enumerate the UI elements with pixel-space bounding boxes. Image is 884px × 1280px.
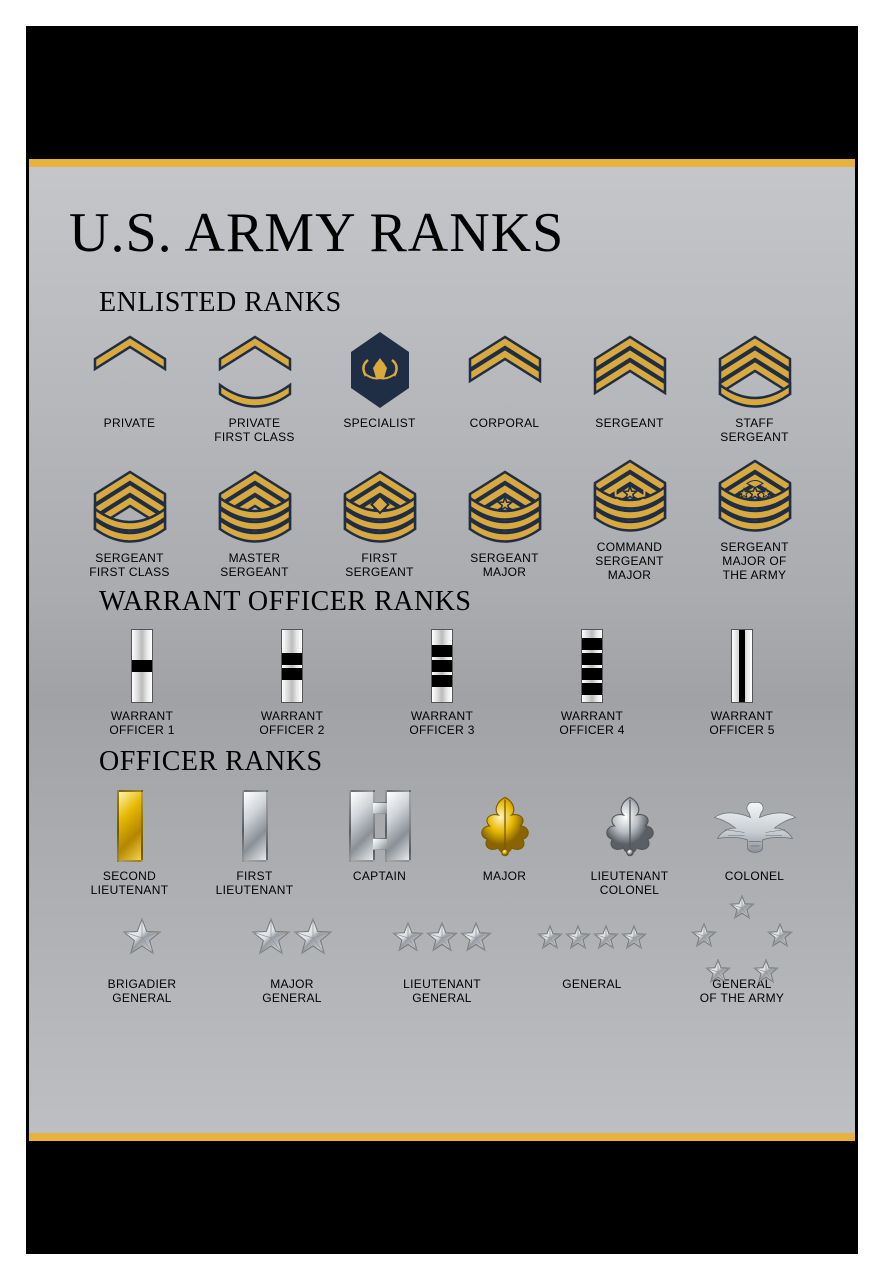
rank-label: MASTER SERGEANT [220, 552, 288, 582]
rank-insignia [537, 902, 647, 974]
section-header-officer: OFFICER RANKS [99, 746, 815, 778]
top-yellow-stripe [29, 159, 855, 167]
rank-cell: SERGEANT MAJOR [444, 451, 565, 582]
rank-label: WARRANT OFFICER 5 [709, 710, 774, 740]
rank-cell: MASTER SERGEANT [194, 451, 315, 582]
rank-cell: WARRANT OFFICER 2 [219, 626, 365, 740]
rank-insignia [122, 902, 162, 974]
rank-cell: CORPORAL [444, 327, 565, 447]
rank-insignia [589, 327, 671, 413]
rank-cell: WARRANT OFFICER 5 [669, 626, 815, 740]
rank-insignia [692, 902, 792, 974]
rank-cell: WARRANT OFFICER 4 [519, 626, 665, 740]
rank-insignia [339, 462, 421, 548]
rank-cell: MAJOR [444, 786, 565, 900]
rank-label: FIRST LIEUTENANT [216, 870, 294, 900]
rank-label: SECOND LIEUTENANT [91, 870, 169, 900]
rank-label: SERGEANT [595, 417, 663, 447]
rank-insignia [472, 786, 538, 866]
rank-label: STAFF SERGEANT [720, 417, 788, 447]
main-panel: U.S. ARMY RANKS ENLISTED RANKS PRIVATEPR… [29, 167, 855, 1133]
rank-label: WARRANT OFFICER 4 [559, 710, 624, 740]
rank-cell: GENERAL [519, 902, 665, 1008]
rank-label: PRIVATE FIRST CLASS [214, 417, 294, 447]
poster-frame: U.S. ARMY RANKS ENLISTED RANKS PRIVATEPR… [0, 0, 884, 1280]
rank-insignia [597, 786, 663, 866]
officer-grid-row2: BRIGADIER GENERAL MAJOR GENERAL LIEUTENA… [69, 902, 815, 1008]
rank-cell: WARRANT OFFICER 1 [69, 626, 215, 740]
rank-label: CAPTAIN [353, 870, 406, 900]
rank-cell: PRIVATE FIRST CLASS [194, 327, 315, 447]
rank-insignia [131, 626, 153, 706]
rank-label: PRIVATE [104, 417, 156, 447]
rank-insignia [464, 327, 546, 413]
rank-label: WARRANT OFFICER 1 [109, 710, 174, 740]
rank-cell: COLONEL [694, 786, 815, 900]
rank-cell: FIRST LIEUTENANT [194, 786, 315, 900]
rank-cell: SERGEANT MAJOR OF THE ARMY [694, 451, 815, 582]
rank-insignia [117, 786, 143, 866]
section-header-enlisted: ENLISTED RANKS [99, 287, 815, 319]
rank-label: SERGEANT MAJOR [470, 552, 538, 582]
rank-insignia [392, 902, 492, 974]
rank-insignia [731, 626, 753, 706]
rank-label: BRIGADIER GENERAL [108, 978, 177, 1008]
warrant-grid: WARRANT OFFICER 1 WARRANT OFFICER 2 WARRAN… [69, 626, 815, 740]
rank-insignia [89, 462, 171, 548]
bottom-yellow-stripe [29, 1133, 855, 1141]
rank-cell: SPECIALIST [319, 327, 440, 447]
rank-cell: BRIGADIER GENERAL [69, 902, 215, 1008]
rank-insignia [714, 451, 796, 537]
rank-label: WARRANT OFFICER 2 [259, 710, 324, 740]
rank-insignia [464, 462, 546, 548]
rank-cell: SERGEANT FIRST CLASS [69, 451, 190, 582]
rank-cell: COMMAND SERGEANT MAJOR [569, 451, 690, 582]
rank-label: WARRANT OFFICER 3 [409, 710, 474, 740]
rank-label: SPECIALIST [343, 417, 415, 447]
rank-cell: SECOND LIEUTENANT [69, 786, 190, 900]
rank-label: MAJOR GENERAL [262, 978, 321, 1008]
rank-insignia [214, 462, 296, 548]
poster-title: U.S. ARMY RANKS [69, 201, 815, 265]
rank-label: LIEUTENANT COLONEL [591, 870, 669, 900]
section-header-warrant: WARRANT OFFICER RANKS [99, 586, 815, 618]
rank-label: MAJOR [483, 870, 527, 900]
rank-cell: LIEUTENANT COLONEL [569, 786, 690, 900]
rank-insignia [214, 327, 296, 413]
rank-cell: WARRANT OFFICER 3 [369, 626, 515, 740]
inner-border: U.S. ARMY RANKS ENLISTED RANKS PRIVATEPR… [26, 26, 858, 1254]
rank-insignia [431, 626, 453, 706]
rank-insignia [349, 786, 411, 866]
rank-insignia [242, 786, 268, 866]
enlisted-grid: PRIVATE PRIVATE FIRST CLASS SPECIALIST COR… [69, 327, 815, 582]
rank-cell: MAJOR GENERAL [219, 902, 365, 1008]
rank-cell: STAFF SERGEANT [694, 327, 815, 447]
rank-label: LIEUTENANT GENERAL [403, 978, 481, 1008]
rank-label: CORPORAL [470, 417, 540, 447]
rank-cell: SERGEANT [569, 327, 690, 447]
rank-label: SERGEANT FIRST CLASS [89, 552, 169, 582]
rank-insignia [281, 626, 303, 706]
rank-label: COMMAND SERGEANT MAJOR [595, 541, 663, 582]
rank-cell: LIEUTENANT GENERAL [369, 902, 515, 1008]
rank-insignia [589, 451, 671, 537]
top-black-band [29, 29, 855, 159]
rank-label: SERGEANT MAJOR OF THE ARMY [720, 541, 788, 582]
rank-label: FIRST SERGEANT [345, 552, 413, 582]
rank-label: GENERAL [562, 978, 621, 1008]
rank-insignia [251, 902, 333, 974]
rank-insignia [714, 327, 796, 413]
officer-grid-row1: SECOND LIEUTENANT FIRST LIEUTENANT CAPTAIN… [69, 786, 815, 900]
rank-insignia [710, 786, 800, 866]
rank-insignia [89, 327, 171, 413]
bottom-black-band [29, 1141, 855, 1251]
rank-cell: GENERAL OF THE ARMY [669, 902, 815, 1008]
rank-insignia [581, 626, 603, 706]
rank-cell: PRIVATE [69, 327, 190, 447]
rank-insignia [347, 327, 413, 413]
rank-cell: CAPTAIN [319, 786, 440, 900]
rank-cell: FIRST SERGEANT [319, 451, 440, 582]
